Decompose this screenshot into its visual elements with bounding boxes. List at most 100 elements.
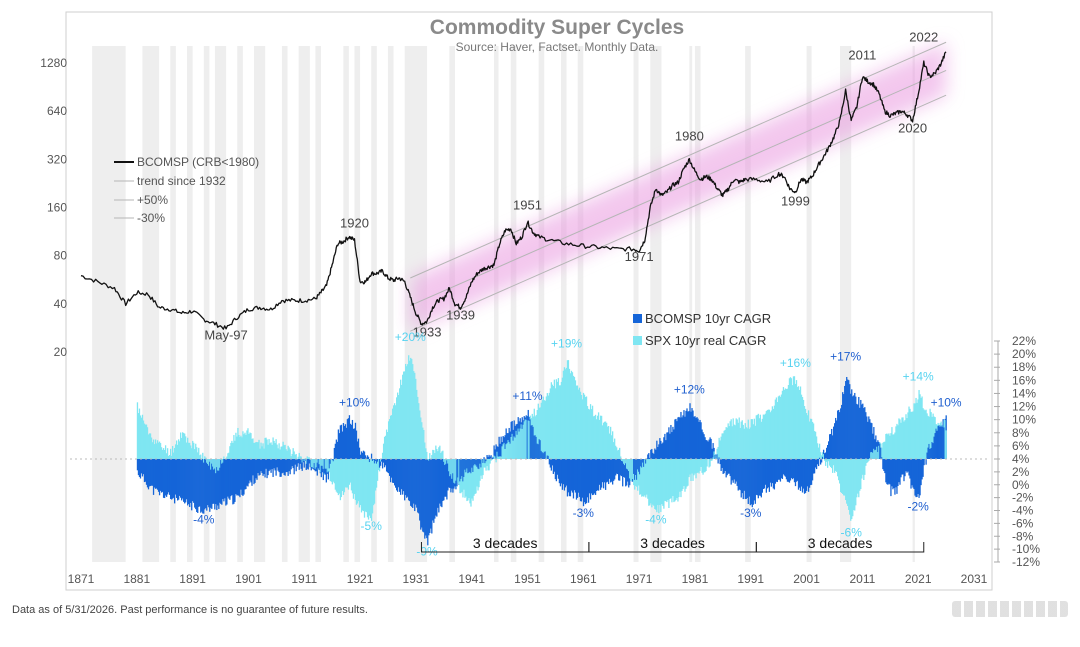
recession-band-18 — [511, 46, 517, 562]
x-tick-label-1941: 1941 — [458, 572, 485, 586]
cagr-annotation-3: +20% — [395, 330, 426, 344]
spx-cagr-bar — [296, 454, 297, 459]
recession-band-8 — [282, 46, 288, 562]
cagr-annotation-15: +14% — [903, 369, 934, 383]
right-tick-label-8: 4% — [1012, 452, 1030, 466]
spx-cagr-bar — [200, 455, 201, 459]
decade-bracket-label-2: 3 decades — [808, 535, 873, 551]
right-tick-label-11: 10% — [1012, 413, 1036, 427]
price-annotation-1: May-97 — [204, 327, 247, 342]
bcomsp-cagr-bar — [821, 459, 822, 462]
spx-cagr-bar — [868, 459, 869, 461]
bcomsp-cagr-bar — [925, 459, 926, 465]
right-tick-label-15: 18% — [1012, 360, 1036, 374]
price-annotation-8: 2011 — [848, 47, 876, 62]
spx-cagr-bar — [495, 459, 496, 462]
cagr-annotation-6: +19% — [551, 337, 582, 351]
recession-band-14 — [388, 46, 394, 562]
x-tick-label-1931: 1931 — [403, 572, 430, 586]
y-tick-label-160: 160 — [47, 201, 67, 215]
cagr-annotation-14: -2% — [908, 500, 930, 514]
price-annotation-6: 1980 — [675, 128, 704, 143]
right-tick-label-7: 2% — [1012, 465, 1030, 479]
trend-band — [410, 42, 946, 331]
price-annotation-5: 1971 — [625, 249, 654, 264]
watermark-mark — [952, 601, 1068, 617]
right-tick-label-6: 0% — [1012, 478, 1030, 492]
legend-label-minus30: -30% — [137, 211, 165, 225]
spx-cagr-bar — [309, 457, 310, 459]
chart-subtitle: Source: Haver, Factset. Monthly Data. — [456, 40, 659, 54]
spx-cagr-bar — [946, 430, 947, 459]
right-tick-label-16: 20% — [1012, 347, 1036, 361]
cagr-annotation-5: +11% — [512, 389, 542, 403]
y-tick-label-320: 320 — [47, 152, 67, 166]
bcomsp-cagr-bar — [483, 457, 484, 459]
cagr-annotation-11: +16% — [780, 356, 811, 370]
legend-swatch-spx-cagr — [633, 336, 642, 345]
recession-band-25 — [695, 46, 701, 562]
cagr-annotation-1: -4% — [193, 512, 215, 526]
recession-band-7 — [254, 46, 265, 562]
right-tick-label-4: -4% — [1012, 504, 1034, 518]
x-tick-label-1911: 1911 — [291, 572, 317, 586]
cagr-annotation-16: +10% — [931, 396, 962, 410]
legend-label-trend: trend since 1932 — [137, 174, 226, 188]
footnote: Data as of 5/31/2026. Past performance i… — [12, 604, 368, 616]
x-tick-label-2021: 2021 — [905, 572, 932, 586]
x-tick-label-2031: 2031 — [961, 572, 988, 586]
cagr-annotation-12: +17% — [830, 350, 861, 364]
decade-bracket-label-0: 3 decades — [473, 535, 538, 551]
right-tick-label-5: -2% — [1012, 491, 1034, 505]
recession-band-24 — [689, 46, 692, 562]
legend-label-bcomsp: BCOMSP (CRB<1980) — [137, 155, 259, 169]
right-tick-label-10: 8% — [1012, 426, 1030, 440]
right-tick-label-1: -10% — [1012, 542, 1040, 556]
spx-cagr-bar — [706, 459, 707, 467]
x-tick-label-1951: 1951 — [514, 572, 541, 586]
x-tick-label-1991: 1991 — [737, 572, 764, 586]
recession-band-19 — [539, 46, 545, 562]
cagr-annotation-2: -5% — [361, 519, 383, 533]
spx-cagr-bar — [426, 452, 427, 459]
price-annotation-10: 2022 — [909, 29, 938, 44]
right-tick-label-12: 12% — [1012, 400, 1036, 414]
spx-cagr-bar — [223, 457, 224, 459]
price-annotation-9: 2020 — [898, 121, 927, 136]
bcomsp-cagr-bar — [818, 459, 819, 466]
x-tick-label-2011: 2011 — [849, 572, 875, 586]
spx-cagr-bar — [429, 453, 430, 459]
x-tick-label-1891: 1891 — [179, 572, 206, 586]
recession-band-0 — [92, 46, 125, 562]
y-tick-label-80: 80 — [54, 249, 68, 263]
cagr-annotation-10: -3% — [740, 506, 762, 520]
legend-label-plus50: +50% — [137, 193, 168, 207]
y-tick-label-640: 640 — [47, 104, 67, 118]
y-tick-label-40: 40 — [54, 297, 68, 311]
cagr-annotation-7: -3% — [573, 506, 595, 520]
legend-swatch-bcomsp-cagr — [633, 314, 642, 323]
price-annotation-0: 1920 — [340, 215, 369, 230]
bcomsp-cagr-bar — [371, 454, 372, 459]
right-tick-label-9: 6% — [1012, 439, 1030, 453]
right-tick-label-3: -6% — [1012, 516, 1034, 530]
price-annotation-3: 1939 — [446, 307, 475, 322]
recession-band-9 — [299, 46, 310, 562]
x-tick-label-2001: 2001 — [793, 572, 820, 586]
recession-band-17 — [494, 46, 498, 562]
legend-label-bcomsp-cagr: BCOMSP 10yr CAGR — [645, 311, 771, 326]
cagr-annotation-0: +10% — [339, 396, 370, 410]
chart-title: Commodity Super Cycles — [430, 16, 684, 39]
price-annotation-7: 1999 — [781, 193, 810, 208]
spx-cagr-bar — [442, 451, 443, 459]
x-tick-label-1921: 1921 — [347, 572, 374, 586]
x-tick-label-1961: 1961 — [570, 572, 597, 586]
right-tick-label-13: 14% — [1012, 386, 1036, 400]
cagr-annotation-8: +12% — [674, 382, 705, 396]
spx-cagr-bar — [202, 453, 203, 459]
trend-line — [410, 70, 946, 305]
right-tick-label-14: 16% — [1012, 373, 1036, 387]
y-tick-label-1280: 1280 — [40, 56, 67, 70]
